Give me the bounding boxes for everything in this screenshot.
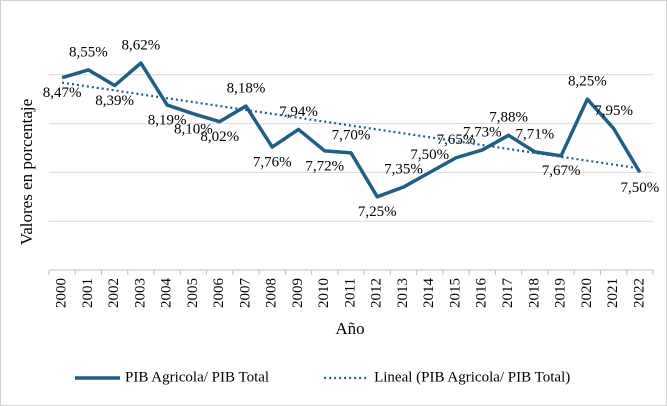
data-label: 7,73% xyxy=(463,124,502,140)
x-tick-label: 2017 xyxy=(500,278,516,309)
x-tick-label: 2002 xyxy=(106,278,122,308)
x-tick-label: 2021 xyxy=(605,278,621,308)
data-label: 7,94% xyxy=(279,104,318,120)
data-label: 8,62% xyxy=(122,38,161,54)
x-tick-label: 2022 xyxy=(631,278,647,308)
data-label: 8,25% xyxy=(568,74,607,90)
x-axis-title: Año xyxy=(335,319,364,338)
x-tick-label: 2001 xyxy=(80,278,96,308)
data-label: 7,25% xyxy=(358,204,397,220)
x-tick-label: 2005 xyxy=(185,278,201,308)
x-tick-label: 2007 xyxy=(237,278,253,309)
legend-label: Lineal (PIB Agricola/ PIB Total) xyxy=(374,369,570,385)
data-label: 7,88% xyxy=(489,110,528,126)
data-label: 8,19% xyxy=(148,112,187,128)
x-tick-label: 2014 xyxy=(421,278,437,309)
data-label: 7,95% xyxy=(594,103,633,119)
x-tick-label: 2020 xyxy=(579,278,595,308)
x-tick-label: 2006 xyxy=(211,278,227,309)
data-label: 7,35% xyxy=(384,161,423,177)
x-tick-label: 2009 xyxy=(290,278,306,308)
x-tick-label: 2015 xyxy=(447,278,463,308)
data-label: 8,39% xyxy=(95,93,134,109)
x-tick-label: 2016 xyxy=(474,278,490,309)
data-label: 8,10% xyxy=(174,121,213,137)
x-tick-label: 2010 xyxy=(316,278,332,308)
legend-label: PIB Agricola/ PIB Total xyxy=(125,369,269,385)
data-label: 7,65% xyxy=(437,132,476,148)
data-label: 7,70% xyxy=(332,127,371,143)
data-label: 7,50% xyxy=(620,180,659,196)
trend-line xyxy=(61,81,641,170)
x-tick-label: 2000 xyxy=(54,278,70,308)
x-tick-label: 2008 xyxy=(264,278,280,308)
y-axis-title: Valores en porcentaje xyxy=(17,99,36,245)
data-label: 7,71% xyxy=(515,126,554,142)
data-label: 7,50% xyxy=(410,147,449,163)
data-label: 8,02% xyxy=(200,129,239,145)
data-label: 7,76% xyxy=(253,154,292,170)
data-label: 8,18% xyxy=(227,80,266,96)
x-tick-label: 2004 xyxy=(159,278,175,309)
data-label: 7,72% xyxy=(305,158,344,174)
x-tick-label: 2012 xyxy=(369,278,385,308)
x-tick-label: 2013 xyxy=(395,278,411,308)
data-label: 8,47% xyxy=(43,85,82,101)
x-tick-label: 2018 xyxy=(526,278,542,308)
data-label: 7,67% xyxy=(542,163,581,179)
x-tick-label: 2003 xyxy=(132,278,148,308)
x-tick-label: 2019 xyxy=(553,278,569,308)
x-tick-label: 2011 xyxy=(342,278,358,307)
data-label: 8,55% xyxy=(69,44,108,60)
